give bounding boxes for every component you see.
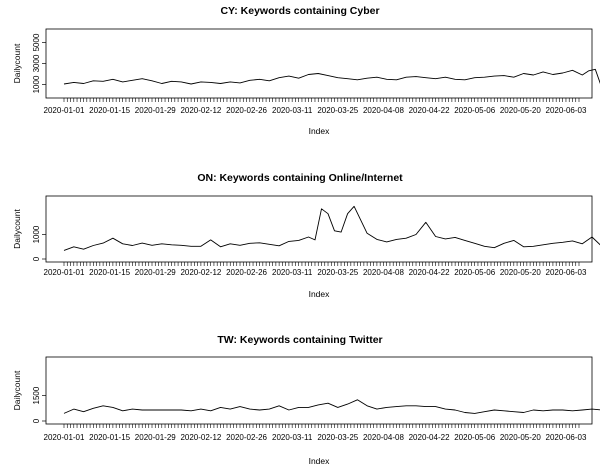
x-axis-label: Index (309, 456, 331, 466)
x-tick-label: 2020-03-11 (272, 106, 313, 115)
x-tick-label: 2020-01-15 (89, 268, 130, 277)
x-tick-label: 2020-04-08 (363, 268, 404, 277)
x-tick-label: 2020-02-26 (226, 106, 267, 115)
plot-frame (45, 356, 593, 425)
x-axis-label: Index (309, 126, 331, 136)
x-tick-label: 2020-01-15 (89, 106, 130, 115)
y-axis-label: Dailycount (12, 370, 22, 410)
x-tick-label: 2020-05-20 (500, 433, 541, 442)
x-tick-label: 2020-02-12 (180, 433, 221, 442)
x-tick-label: 2020-03-25 (317, 433, 358, 442)
x-tick-label: 2020-06-03 (546, 106, 587, 115)
x-tick-label: 2020-01-29 (135, 433, 176, 442)
y-tick-label: 5000 (32, 33, 41, 51)
y-tick-label: 0 (32, 256, 41, 261)
x-tick-label: 2020-04-08 (363, 106, 404, 115)
x-tick-label: 2020-04-22 (409, 106, 450, 115)
x-tick-label: 2020-02-26 (226, 268, 267, 277)
x-tick-label: 2020-05-06 (454, 433, 495, 442)
x-tick-label: 2020-02-12 (180, 268, 221, 277)
y-axis-label: Dailycount (12, 209, 22, 249)
x-tick-label: 2020-06-03 (546, 433, 587, 442)
y-tick-label: 1500 (32, 386, 41, 404)
x-tick-label: 2020-02-12 (180, 106, 221, 115)
x-tick-label: 2020-03-25 (317, 268, 358, 277)
x-tick-label: 2020-04-22 (409, 433, 450, 442)
plot-frame (45, 195, 593, 263)
x-tick-label: 2020-03-25 (317, 106, 358, 115)
series-line (63, 399, 600, 414)
series-line (63, 205, 600, 251)
x-axis-label: Index (309, 289, 331, 299)
x-tick-label: 2020-05-20 (500, 268, 541, 277)
chart-title: ON: Keywords containing Online/Internet (197, 172, 403, 184)
x-tick-label: 2020-05-20 (500, 106, 541, 115)
chart-title: TW: Keywords containing Twitter (217, 334, 382, 346)
plot-frame (45, 28, 593, 99)
x-tick-label: 2020-05-06 (454, 106, 495, 115)
x-tick-label: 2020-01-15 (89, 433, 130, 442)
y-tick-label: 0 (32, 418, 41, 423)
x-tick-label: 2020-01-29 (135, 268, 176, 277)
x-tick-label: 2020-02-26 (226, 433, 267, 442)
y-tick-label: 1000 (32, 225, 41, 243)
x-tick-label: 2020-01-01 (44, 268, 85, 277)
x-tick-label: 2020-03-11 (272, 268, 313, 277)
x-tick-label: 2020-05-06 (454, 268, 495, 277)
x-tick-label: 2020-06-03 (546, 268, 587, 277)
x-tick-label: 2020-01-01 (44, 433, 85, 442)
x-tick-label: 2020-04-22 (409, 268, 450, 277)
series-line (63, 68, 600, 85)
y-tick-label: 3000 (32, 54, 41, 72)
x-tick-label: 2020-03-11 (272, 433, 313, 442)
chart-title: CY: Keywords containing Cyber (220, 5, 379, 17)
x-tick-label: 2020-01-01 (44, 106, 85, 115)
x-tick-label: 2020-01-29 (135, 106, 176, 115)
y-tick-label: 1000 (32, 75, 41, 93)
x-tick-label: 2020-04-08 (363, 433, 404, 442)
y-axis-label: Dailycount (12, 43, 22, 83)
